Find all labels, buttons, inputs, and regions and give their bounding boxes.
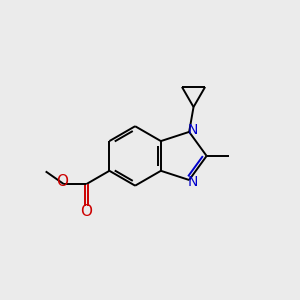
Text: O: O	[56, 174, 68, 189]
Text: O: O	[80, 204, 92, 219]
Text: N: N	[188, 122, 198, 136]
Text: N: N	[188, 176, 198, 189]
